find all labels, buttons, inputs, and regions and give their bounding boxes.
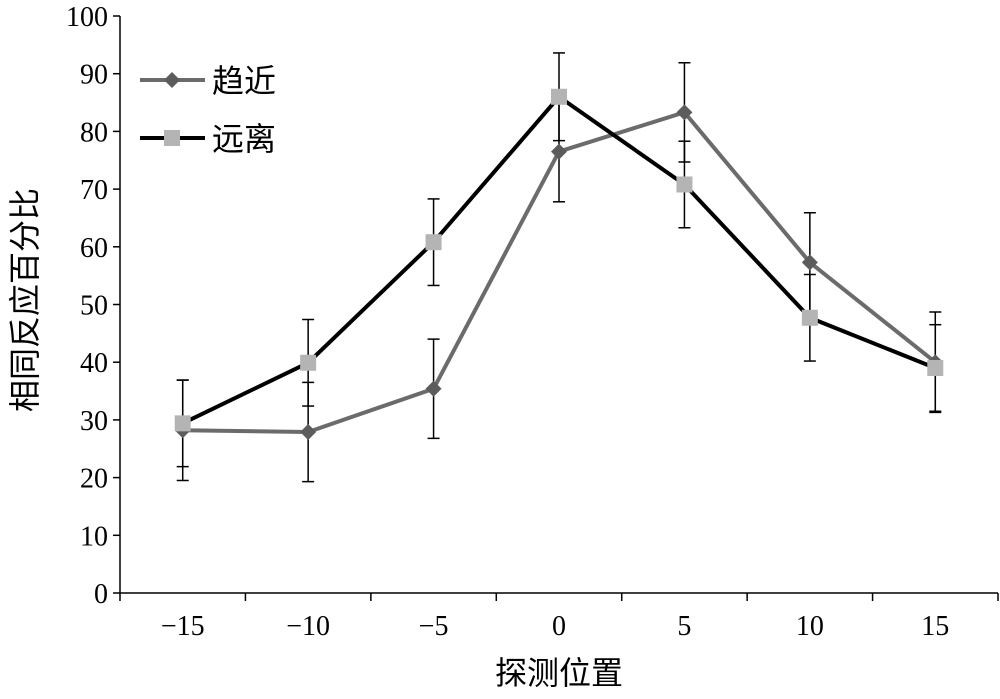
- y-tick-label: 10: [80, 521, 108, 552]
- x-tick-label: −5: [419, 611, 449, 642]
- square-marker: [425, 234, 442, 251]
- square-marker: [927, 359, 944, 376]
- x-tick-label: 10: [796, 611, 824, 642]
- y-tick-label: 60: [80, 233, 108, 264]
- series-line-group-1: [174, 104, 944, 441]
- x-tick-label: −15: [161, 611, 205, 642]
- legend-label: 趋近: [212, 63, 276, 99]
- square-marker: [300, 354, 317, 371]
- y-tick-label: 80: [80, 117, 108, 148]
- diamond-marker: [801, 254, 818, 271]
- legend-label: 远离: [212, 121, 276, 157]
- x-tick-label: −10: [286, 611, 330, 642]
- diamond-marker: [551, 143, 567, 160]
- y-axis-label: 相同反应百分比: [7, 188, 43, 412]
- y-tick-label: 70: [80, 175, 108, 206]
- y-tick-label: 50: [80, 291, 108, 322]
- legend-item: 趋近: [140, 63, 276, 99]
- y-tick-label: 40: [80, 348, 108, 379]
- series-layer: [174, 52, 944, 483]
- y-tick-label: 0: [94, 579, 108, 610]
- diamond-marker: [164, 72, 180, 88]
- square-marker: [164, 130, 180, 146]
- square-marker: [174, 415, 191, 432]
- diamond-marker: [676, 104, 693, 121]
- square-marker: [801, 309, 818, 326]
- x-tick-label: 15: [921, 611, 949, 642]
- series-line-group-2: [174, 88, 944, 432]
- y-tick-label: 30: [80, 406, 108, 437]
- diamond-marker: [425, 380, 442, 397]
- square-marker: [551, 88, 567, 105]
- axes: 0 10 20 30 40 50 60 70 80 90 100 −15 −10 −5 0 5 10 15: [66, 2, 999, 642]
- series-2: [176, 52, 942, 468]
- y-tick-label: 20: [80, 464, 108, 495]
- y-tick-label: 90: [80, 60, 108, 91]
- x-tick-label: 5: [677, 611, 691, 642]
- y-tick-label: 100: [66, 2, 108, 33]
- diamond-marker: [300, 424, 317, 441]
- square-marker: [676, 176, 693, 193]
- x-axis-label: 探测位置: [495, 655, 623, 691]
- x-tick-label: 0: [552, 611, 566, 642]
- legend-item: 远离: [140, 121, 276, 157]
